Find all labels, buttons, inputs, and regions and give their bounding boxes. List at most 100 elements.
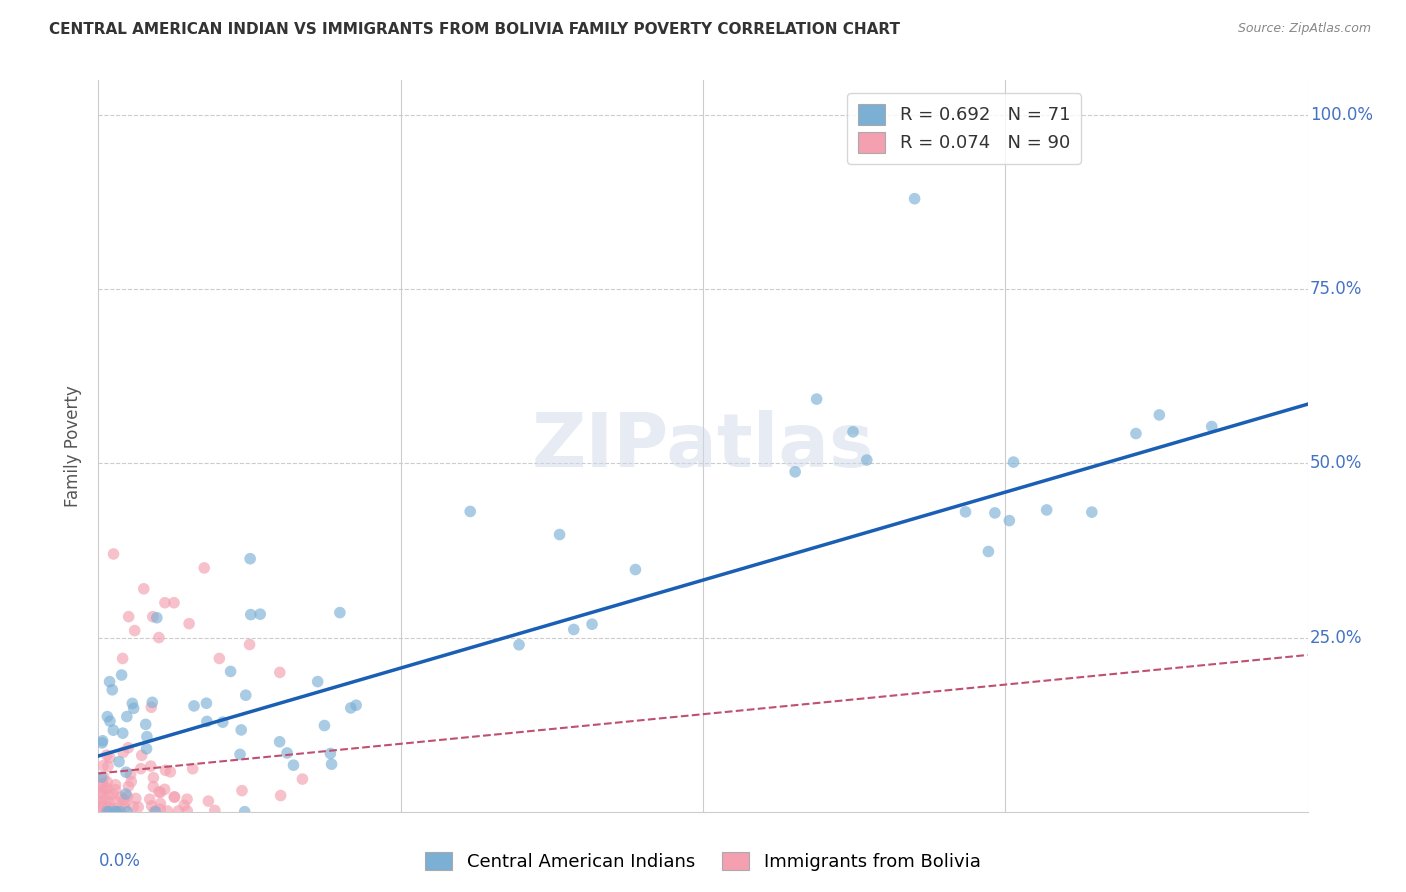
Point xyxy=(211,715,233,730)
Point xyxy=(111,726,134,740)
Point xyxy=(458,504,481,518)
Point xyxy=(159,764,181,779)
Point xyxy=(90,777,112,791)
Point xyxy=(283,758,305,772)
Point xyxy=(904,192,927,206)
Point xyxy=(233,805,256,819)
Text: 75.0%: 75.0% xyxy=(1310,280,1362,298)
Point xyxy=(291,772,314,786)
Point xyxy=(141,700,163,714)
Point xyxy=(98,674,121,689)
Point xyxy=(98,750,121,764)
Point xyxy=(235,688,257,702)
Point xyxy=(90,770,112,784)
Point xyxy=(269,665,291,680)
Point xyxy=(139,759,162,773)
Point xyxy=(120,774,142,789)
Point xyxy=(181,762,204,776)
Point xyxy=(179,616,201,631)
Point xyxy=(270,789,292,803)
Point xyxy=(117,779,139,793)
Point xyxy=(115,787,138,801)
Point xyxy=(114,801,136,815)
Point xyxy=(173,798,195,813)
Point xyxy=(97,759,120,773)
Point xyxy=(127,800,149,814)
Point xyxy=(339,701,361,715)
Point xyxy=(98,805,121,819)
Point xyxy=(93,804,115,818)
Point xyxy=(149,797,172,811)
Point xyxy=(195,714,218,729)
Point xyxy=(132,582,155,596)
Point xyxy=(93,770,115,784)
Point xyxy=(97,787,120,801)
Point xyxy=(104,794,127,808)
Point xyxy=(329,606,352,620)
Point xyxy=(135,741,157,756)
Point xyxy=(1081,505,1104,519)
Point xyxy=(105,801,128,815)
Point xyxy=(581,617,603,632)
Point xyxy=(142,771,165,785)
Point xyxy=(785,465,807,479)
Point xyxy=(135,717,157,731)
Point xyxy=(90,800,112,814)
Point xyxy=(197,794,219,808)
Legend: R = 0.692   N = 71, R = 0.074   N = 90: R = 0.692 N = 71, R = 0.074 N = 90 xyxy=(848,93,1081,163)
Point xyxy=(93,781,115,796)
Point xyxy=(98,804,121,818)
Point xyxy=(122,701,145,715)
Point xyxy=(98,801,121,815)
Point xyxy=(141,695,163,709)
Point xyxy=(117,805,139,819)
Point xyxy=(96,775,118,789)
Point xyxy=(1201,419,1223,434)
Point xyxy=(1125,426,1147,441)
Point xyxy=(319,747,342,761)
Text: 25.0%: 25.0% xyxy=(1310,629,1362,647)
Point xyxy=(239,638,262,652)
Text: 0.0%: 0.0% xyxy=(98,852,141,870)
Text: 100.0%: 100.0% xyxy=(1310,106,1374,124)
Point xyxy=(1002,455,1025,469)
Point xyxy=(176,792,198,806)
Point xyxy=(998,514,1021,528)
Point xyxy=(104,805,127,819)
Point xyxy=(977,544,1000,558)
Point xyxy=(115,765,138,780)
Point xyxy=(249,607,271,622)
Point xyxy=(118,609,141,624)
Point xyxy=(112,745,135,759)
Point xyxy=(122,799,145,814)
Point xyxy=(90,795,112,809)
Point xyxy=(142,780,165,794)
Point xyxy=(90,787,112,801)
Point xyxy=(91,736,114,750)
Point xyxy=(98,714,121,728)
Point xyxy=(101,682,124,697)
Point xyxy=(135,730,157,744)
Point xyxy=(110,789,132,804)
Point xyxy=(231,723,253,737)
Point xyxy=(131,748,153,763)
Point xyxy=(548,527,571,541)
Point xyxy=(117,740,139,755)
Point xyxy=(183,698,205,713)
Point xyxy=(344,698,367,713)
Point xyxy=(101,787,124,801)
Point xyxy=(105,805,128,819)
Point xyxy=(104,778,127,792)
Point xyxy=(219,665,242,679)
Point xyxy=(321,757,343,772)
Point xyxy=(208,651,231,665)
Point xyxy=(508,638,530,652)
Point xyxy=(90,785,112,799)
Point xyxy=(307,674,329,689)
Text: 50.0%: 50.0% xyxy=(1310,454,1362,473)
Point xyxy=(104,782,127,797)
Text: Source: ZipAtlas.com: Source: ZipAtlas.com xyxy=(1237,22,1371,36)
Point xyxy=(103,547,125,561)
Point xyxy=(143,804,166,818)
Point xyxy=(98,796,121,810)
